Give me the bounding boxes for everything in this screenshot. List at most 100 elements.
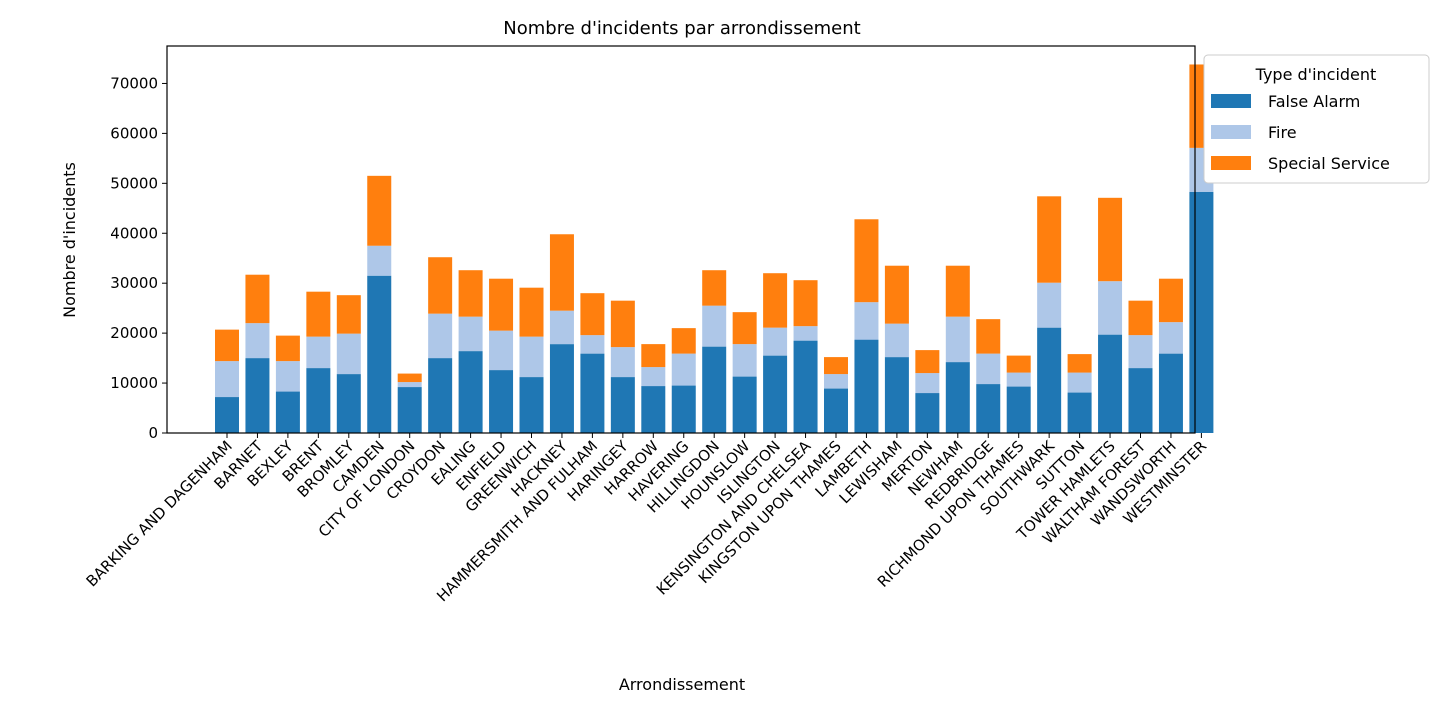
bar-fire-havering [671,353,696,386]
bar-false-alarm-southwark [1037,327,1062,433]
bar-false-alarm-havering [671,385,696,433]
bar-fire-newham [945,316,970,363]
y-tick-label: 30000 [110,274,158,292]
bar-special-service-redbridge [976,319,1001,354]
bar-false-alarm-newham [945,362,970,433]
legend-label-false-alarm: False Alarm [1268,92,1360,111]
bar-fire-redbridge [976,353,1001,385]
legend-swatch-special-service [1211,156,1251,170]
bar-fire-tower-hamlets [1098,281,1123,335]
bar-special-service-southwark [1037,196,1062,283]
bar-false-alarm-ealing [458,351,483,433]
bar-false-alarm-croydon [428,358,453,433]
bar-fire-greenwich [519,336,544,378]
bar-special-service-barnet [245,274,270,324]
bar-special-service-hackney [549,234,574,311]
legend-title: Type d'incident [1255,65,1377,84]
bar-fire-hammersmith-and-fulham [580,335,605,354]
bar-false-alarm-barnet [245,358,270,433]
bar-special-service-city-of-london [397,373,422,383]
bar-fire-camden [367,245,392,276]
bar-fire-merton [915,373,940,394]
bar-false-alarm-bromley [336,374,361,433]
bar-special-service-kensington-and-chelsea [793,280,818,327]
bar-special-service-greenwich [519,287,544,337]
bar-false-alarm-wandsworth [1158,353,1183,433]
bar-false-alarm-lambeth [854,339,879,433]
bar-false-alarm-westminster [1189,191,1214,433]
bar-false-alarm-lewisham [884,357,909,433]
bar-special-service-sutton [1067,354,1092,373]
bar-fire-southwark [1037,282,1062,328]
bar-fire-barnet [245,323,270,359]
bar-fire-hackney [549,310,574,345]
bar-special-service-richmond-upon-thames [1006,355,1031,373]
y-tick-label: 60000 [110,124,158,142]
bar-special-service-hammersmith-and-fulham [580,293,605,336]
plot-frame [166,45,1196,434]
bar-false-alarm-brent [306,368,331,433]
y-tick-label: 50000 [110,174,158,192]
bar-special-service-brent [306,291,331,337]
y-tick-label: 10000 [110,374,158,392]
bar-false-alarm-harrow [641,386,666,433]
bar-false-alarm-enfield [489,370,514,433]
bar-false-alarm-richmond-upon-thames [1006,386,1031,433]
bar-false-alarm-kingston-upon-thames [824,388,848,433]
bar-false-alarm-haringey [610,377,635,433]
bar-false-alarm-sutton [1067,392,1092,433]
bar-fire-lewisham [884,323,909,358]
bar-false-alarm-kensington-and-chelsea [793,340,818,433]
bar-special-service-bromley [336,295,361,334]
bar-special-service-islington [763,273,788,328]
bar-special-service-ealing [458,270,483,317]
bar-special-service-enfield [489,278,514,331]
bar-special-service-merton [915,350,940,374]
bar-fire-ealing [458,316,483,352]
bar-false-alarm-merton [915,393,940,433]
bar-special-service-hillingdon [702,270,727,306]
y-tick-label: 0 [148,424,158,442]
bar-false-alarm-barking-and-dagenham [215,397,239,433]
bar-fire-haringey [610,347,635,378]
bar-special-service-tower-hamlets [1098,197,1123,282]
bar-false-alarm-hillingdon [702,346,727,433]
bar-fire-islington [763,327,788,356]
bar-fire-harrow [641,367,666,387]
bar-special-service-lewisham [884,265,909,324]
bar-fire-kingston-upon-thames [824,374,848,389]
bar-fire-enfield [489,330,514,371]
bar-fire-lambeth [854,302,879,340]
y-tick-label: 70000 [110,74,158,92]
bar-special-service-haringey [610,300,635,348]
bar-false-alarm-camden [367,275,392,433]
legend: Type d'incident False Alarm Fire Special S… [1203,54,1430,184]
bar-false-alarm-city-of-london [397,387,422,433]
bar-fire-croydon [428,313,453,359]
bar-special-service-hounslow [732,312,757,345]
bar-false-alarm-bexley [275,391,300,433]
bar-false-alarm-islington [763,355,788,433]
chart-title: Nombre d'incidents par arrondissement [503,18,860,39]
bar-fire-city-of-london [397,382,422,388]
bar-special-service-croydon [428,257,453,314]
bars-layer [215,64,1214,433]
y-axis-label: Nombre d'incidents [60,162,79,318]
bar-false-alarm-greenwich [519,377,544,433]
bar-false-alarm-redbridge [976,384,1001,433]
bar-fire-brent [306,336,331,369]
bar-false-alarm-tower-hamlets [1098,334,1123,433]
bar-fire-hounslow [732,344,757,377]
bar-fire-barking-and-dagenham [215,361,239,398]
bar-false-alarm-waltham-forest [1128,368,1153,433]
x-axis-label: Arrondissement [619,675,745,694]
bar-fire-waltham-forest [1128,335,1153,369]
bar-special-service-harrow [641,344,666,368]
x-axis: BARKING AND DAGENHAMBARNETBEXLEYBRENTBRO… [83,433,1210,605]
bar-false-alarm-hackney [549,344,574,433]
y-tick-label: 20000 [110,324,158,342]
y-axis: 0 10000 20000 30000 40000 50000 60000 70000 [110,74,167,442]
bar-false-alarm-hammersmith-and-fulham [580,353,605,433]
x-tick-label: BARKING AND DAGENHAM [83,437,236,590]
